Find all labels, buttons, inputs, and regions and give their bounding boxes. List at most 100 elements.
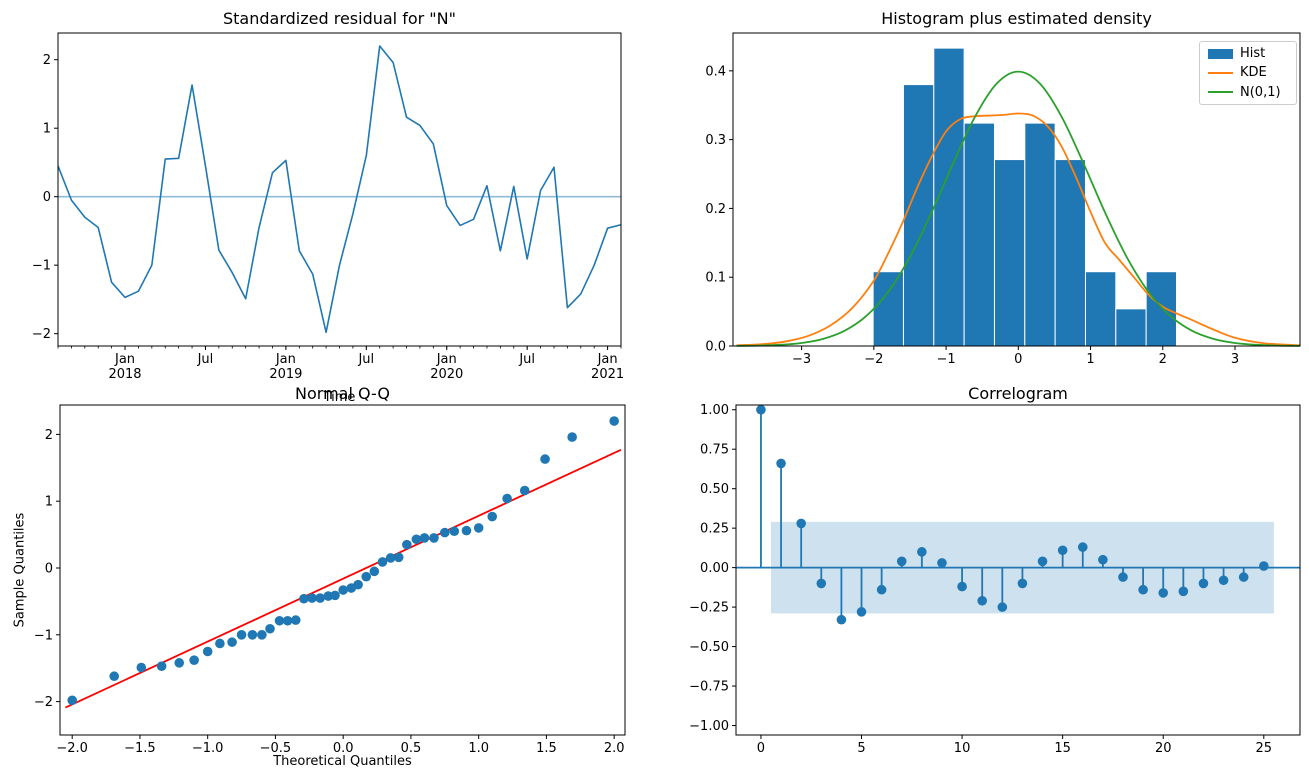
legend-item-n01: N(0,1) (1200, 85, 1296, 100)
svg-text:25: 25 (1256, 741, 1273, 756)
kde-curve (736, 112, 1301, 347)
acf-marker (1017, 578, 1028, 589)
hist-swatch-icon (1208, 48, 1233, 59)
qq-point (487, 511, 498, 522)
svg-text:0.0: 0.0 (705, 340, 726, 355)
svg-text:−1.00: −1.00 (689, 719, 729, 734)
acf-marker (856, 607, 867, 617)
hist-bar (1115, 308, 1147, 347)
qq-point (402, 539, 412, 550)
acf-marker (1158, 588, 1169, 598)
qq-point (215, 638, 225, 649)
qq-point (419, 533, 430, 543)
svg-text:1: 1 (43, 122, 51, 137)
acf-marker (836, 614, 847, 625)
qq-point (567, 432, 577, 442)
svg-text:Jul: Jul (357, 352, 374, 367)
qq-plot-title: Normal Q-Q (295, 384, 390, 403)
residual-series-line (57, 45, 622, 334)
hist-bar (1054, 159, 1086, 347)
kde-swatch-icon (1208, 71, 1233, 74)
qq-point (247, 629, 258, 640)
svg-text:20: 20 (1155, 741, 1172, 756)
qq-point (202, 646, 213, 657)
qq-point (282, 615, 293, 626)
svg-text:10: 10 (954, 741, 971, 756)
svg-text:3: 3 (1231, 352, 1239, 367)
qq-yaxis-label: Sample Quantiles (12, 512, 28, 628)
histogram-plot-title: Histogram plus estimated density (881, 9, 1152, 28)
qq-point (338, 585, 348, 595)
svg-text:1.0: 1.0 (468, 741, 489, 756)
svg-text:Jan: Jan (436, 352, 457, 367)
svg-text:2021: 2021 (591, 367, 624, 382)
acf-marker (1138, 584, 1148, 595)
residual-axes-frame (57, 32, 622, 347)
hist-bar (963, 122, 995, 347)
svg-text:−1: −1 (32, 259, 51, 274)
qq-point (227, 637, 237, 647)
svg-text:−1: −1 (936, 352, 955, 367)
acf-marker (776, 458, 786, 469)
svg-text:1.00: 1.00 (700, 403, 729, 418)
qq-point (502, 493, 512, 504)
hist-bar (872, 271, 904, 347)
acf-marker (796, 518, 806, 529)
qq-point (411, 534, 422, 545)
qq-axis-ticks: −2.0 −1.5 −1.0 −0.5 0.0 0.5 1.0 1.5 2.0 2 1 0 −1 −2 (34, 428, 625, 756)
svg-text:0.3: 0.3 (705, 133, 726, 148)
svg-text:2: 2 (43, 53, 51, 68)
correlogram-axis-ticks: 0 5 10 15 20 25 1.00 0.75 0.50 0.25 0.00 −0.25 −0.50… (689, 403, 1272, 756)
qq-point (393, 552, 404, 563)
qq-point (315, 593, 325, 603)
acf-marker (896, 556, 907, 567)
svg-text:1.5: 1.5 (536, 741, 557, 756)
svg-text:0.5: 0.5 (401, 741, 422, 756)
qq-point (449, 526, 460, 537)
acf-marker (816, 578, 827, 589)
hist-bar (902, 84, 935, 347)
svg-text:−2.0: −2.0 (56, 741, 88, 756)
acf-marker (937, 558, 947, 568)
histogram-bars (872, 47, 1177, 347)
residual-plot-title: Standardized residual for "N" (223, 9, 456, 28)
qq-axes-frame (59, 404, 626, 736)
svg-text:−0.50: −0.50 (689, 640, 729, 655)
svg-text:2019: 2019 (269, 367, 302, 382)
svg-text:−2: −2 (34, 695, 53, 710)
svg-text:−1.0: −1.0 (192, 741, 224, 756)
acf-marker (1077, 542, 1088, 552)
svg-text:2018: 2018 (108, 367, 141, 382)
svg-text:−0.25: −0.25 (689, 601, 729, 616)
svg-text:0.75: 0.75 (700, 443, 729, 458)
svg-text:0: 0 (45, 561, 53, 576)
qq-points (67, 416, 619, 706)
acf-marker (1198, 578, 1209, 589)
qq-point (189, 655, 199, 665)
qq-point (274, 615, 285, 626)
qq-point (307, 593, 317, 603)
acf-marker (997, 602, 1008, 612)
acf-marker (1098, 554, 1108, 565)
qq-point (369, 566, 380, 577)
qq-point (439, 527, 450, 538)
legend-label-hist: Hist (1240, 46, 1266, 62)
svg-text:−2: −2 (864, 352, 883, 367)
acf-marker (977, 595, 987, 606)
svg-text:2: 2 (1159, 352, 1167, 367)
svg-text:−3: −3 (792, 352, 811, 367)
qq-point (265, 623, 275, 634)
qq-point (67, 695, 77, 706)
svg-text:0.2: 0.2 (705, 202, 726, 217)
histogram-axis-ticks: −3 −2 −1 0 1 2 3 0.0 0.1 0.2 0.3 0.4 (705, 64, 1239, 367)
qq-fit-line (65, 448, 622, 709)
residual-xaxis-label: Time (323, 390, 356, 405)
svg-text:1: 1 (1086, 352, 1094, 367)
svg-text:Jul: Jul (197, 352, 214, 367)
svg-text:5: 5 (857, 741, 865, 756)
svg-text:−0.75: −0.75 (689, 680, 729, 695)
correlogram-axes-frame (735, 404, 1301, 736)
